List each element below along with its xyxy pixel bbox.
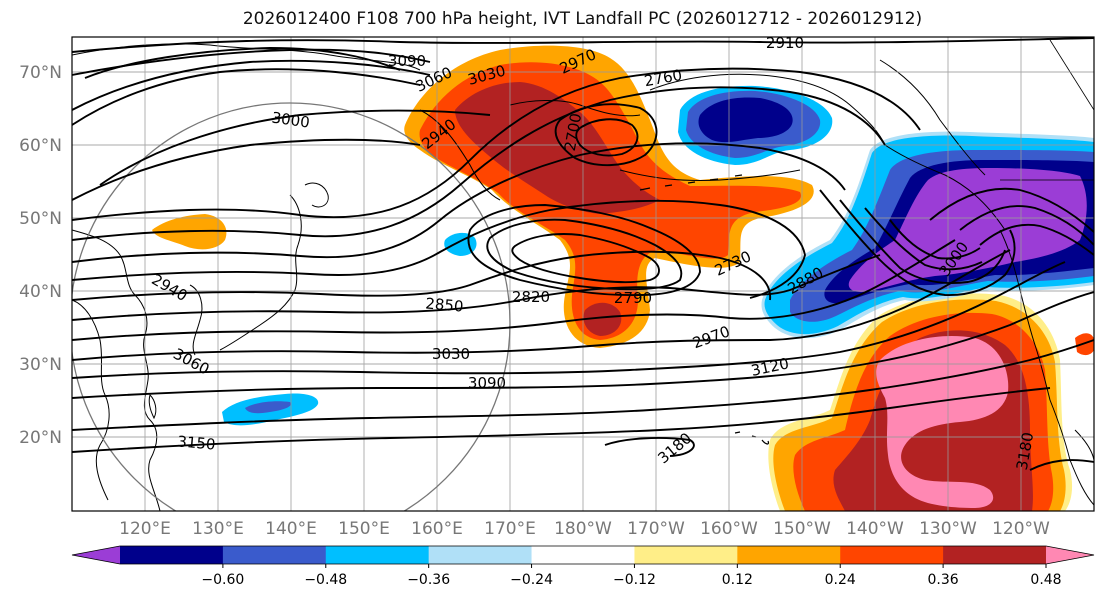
positive-anomaly-east — [768, 293, 1094, 511]
shading-layer: 2910 3090 3060 3030 2970 2760 3000 2940 … — [72, 34, 1094, 511]
positive-anomaly-north — [404, 45, 814, 349]
lat-label: 40°N — [19, 282, 62, 302]
lon-label: 150°W — [773, 519, 831, 539]
lon-label: 170°W — [627, 519, 685, 539]
plot-frame — [71, 36, 1095, 512]
colorbar — [71, 545, 1095, 565]
lon-label: 120°E — [119, 519, 171, 539]
negative-anomaly-east — [761, 131, 1094, 339]
colorbar-swatch — [531, 546, 635, 564]
colorbar-swatch — [634, 546, 738, 564]
colorbar-ticks: −0.60 −0.48 −0.36 −0.24 −0.12 0.12 0.24 0.36 0.4… — [201, 564, 1062, 588]
colorbar-swatch — [120, 546, 224, 564]
lat-label: 60°N — [19, 136, 62, 156]
contour-label: 3030 — [432, 345, 470, 363]
colorbar-tick-label: 0.48 — [1030, 572, 1061, 588]
map-title: 2026012400 F108 700 hPa height, IVT Land… — [242, 9, 923, 29]
lat-label: 30°N — [19, 355, 62, 375]
landfall-region-circle — [72, 102, 511, 511]
lon-label: 160°E — [411, 519, 463, 539]
contour-label: 2790 — [614, 289, 652, 307]
colorbar-swatch — [737, 546, 841, 564]
colorbar-tick-label: 0.12 — [722, 572, 753, 588]
lon-label: 180°W — [554, 519, 612, 539]
colorbar-tick-label: −0.36 — [407, 572, 450, 588]
colorbar-tick-label: 0.36 — [928, 572, 959, 588]
colorbar-extend-high — [1046, 546, 1094, 564]
lat-label: 50°N — [19, 209, 62, 229]
contour-label: 3150 — [177, 432, 217, 453]
contour-label: 2910 — [766, 34, 804, 52]
lon-label: 140°W — [846, 519, 904, 539]
lon-label: 170°E — [484, 519, 536, 539]
contour-label: 2850 — [425, 294, 465, 315]
lon-label: 130°E — [192, 519, 244, 539]
contour-label: 3000 — [271, 108, 311, 131]
lon-label: 150°E — [338, 519, 390, 539]
lon-label: 160°W — [700, 519, 758, 539]
colorbar-swatch — [840, 546, 944, 564]
contour-label: 3090 — [468, 374, 506, 392]
graticule — [72, 37, 1094, 511]
colorbar-tick-label: −0.60 — [201, 572, 244, 588]
contour-label: 3090 — [388, 52, 426, 70]
lat-label: 70°N — [19, 63, 62, 83]
colorbar-tick-label: −0.48 — [304, 572, 347, 588]
lon-label: 120°W — [992, 519, 1050, 539]
longitude-labels: 120°E 130°E 140°E 150°E 160°E 170°E 180°… — [119, 519, 1050, 539]
colorbar-swatch — [325, 546, 430, 564]
latitude-labels: 70°N 60°N 50°N 40°N 30°N 20°N — [19, 63, 62, 448]
colorbar-swatch — [222, 546, 327, 564]
lat-label: 20°N — [19, 428, 62, 448]
colorbar-tick-label: 0.24 — [825, 572, 856, 588]
colorbar-swatch — [943, 546, 1047, 564]
colorbar-tick-label: −0.24 — [510, 572, 553, 588]
colorbar-swatch — [428, 546, 533, 564]
colorbar-tick-label: −0.12 — [613, 572, 656, 588]
lon-label: 140°E — [265, 519, 317, 539]
contour-label: 2820 — [512, 288, 550, 306]
colorbar-extend-low — [72, 546, 120, 564]
colorbar-outline — [71, 545, 1095, 565]
height-contours — [72, 37, 1094, 471]
lon-label: 130°W — [919, 519, 977, 539]
